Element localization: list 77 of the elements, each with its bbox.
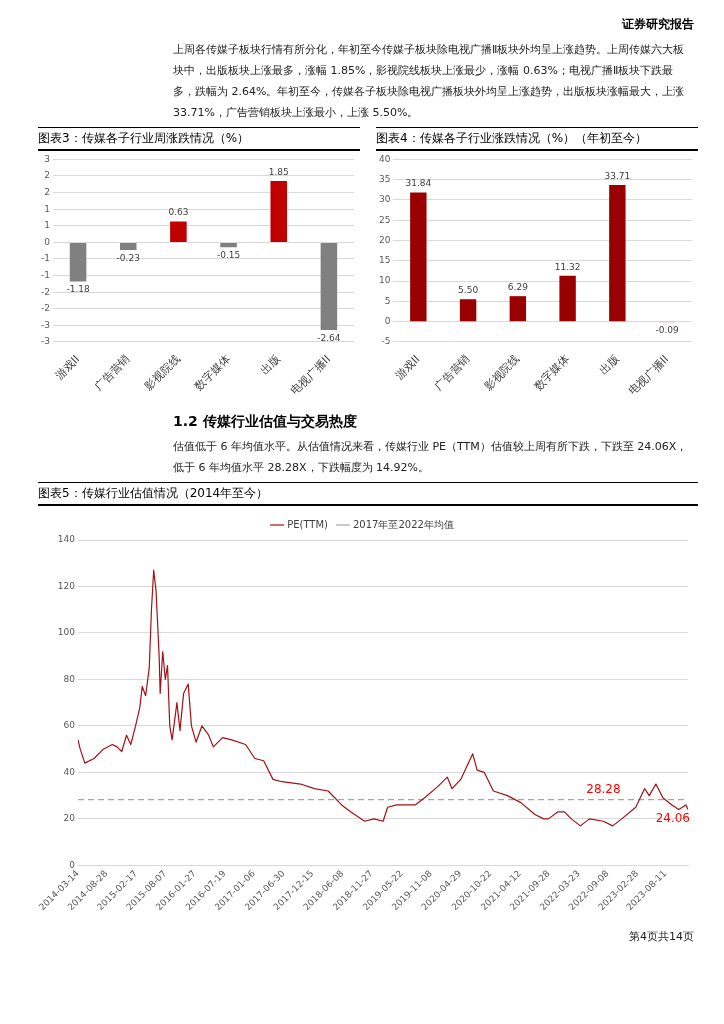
data-label: -0.09 xyxy=(655,324,680,335)
bar xyxy=(459,299,477,322)
annotation: 28.28 xyxy=(586,781,621,796)
x-tick-label: 数字媒体 xyxy=(192,352,233,393)
y-tick-label: 80 xyxy=(63,673,76,684)
y-tick-label: 20 xyxy=(379,234,391,245)
y-tick-label: 15 xyxy=(379,255,391,266)
y-tick-label: -3 xyxy=(40,319,50,330)
x-tick-label: 广告营销 xyxy=(431,352,473,393)
y-tick-label: 1 xyxy=(44,203,50,214)
chart-title: 图表3：传媒各子行业周涨跌情况（%） xyxy=(38,127,360,151)
y-tick-label: 2 xyxy=(44,170,50,181)
x-tick-label: 电视广播II xyxy=(626,352,672,398)
data-label: 0.63 xyxy=(168,207,189,218)
bar xyxy=(119,242,137,251)
y-tick-label: 1 xyxy=(44,220,50,231)
bar xyxy=(69,242,87,282)
y-tick-label: 0 xyxy=(384,316,391,327)
text: 证券研究报告 xyxy=(621,16,694,33)
y-tick-label: 25 xyxy=(379,214,391,225)
y-tick-label: 60 xyxy=(63,720,76,731)
text: 上周各传媒子板块行情有所分化，年初至今传媒子板块除电视广播Ⅱ板块外均呈上涨趋势。上周传媒六大板块中，出版板块上涨最多，涨幅 1.85%，影视院线板块上涨最少，涨幅 0.63%；电视广播Ⅱ板块下跌最多，跌幅为 2.64%。年初至今，传媒各子板块除电视广播板块外均呈上涨趋势，出版板块涨幅最大，上涨 33.71%，广告营销板块上涨最小，上涨 5.50%。 xyxy=(172,42,686,121)
bar xyxy=(320,242,338,331)
y-tick-label: -3 xyxy=(40,336,50,347)
bar xyxy=(170,221,187,242)
y-tick-label: 2 xyxy=(44,186,50,197)
data-label: -1.18 xyxy=(66,284,90,295)
annotation: 24.06 xyxy=(655,810,690,825)
y-tick-label: -2 xyxy=(40,303,50,314)
data-label: 1.85 xyxy=(268,166,289,177)
y-tick-label: -2 xyxy=(40,286,50,297)
data-label: 11.32 xyxy=(554,261,581,272)
y-tick-label: 140 xyxy=(57,534,76,545)
y-tick-label: 100 xyxy=(57,627,76,638)
y-tick-label: 10 xyxy=(379,275,391,286)
y-tick-label: 120 xyxy=(57,580,76,591)
data-label: 31.84 xyxy=(405,178,432,189)
x-tick-label: 出版 xyxy=(596,352,622,378)
bar xyxy=(609,184,626,322)
x-tick-label: 出版 xyxy=(258,352,283,378)
text: 估值低于 6 年均值水平。从估值情况来看，传媒行业 PE（TTM）估值较上周有所下跌，下跌至 24.06X，低于 6 年均值水平 28.28X，下跌幅度为 14.92%。 xyxy=(172,439,689,476)
x-tick-label: 影视院线 xyxy=(142,352,183,393)
y-tick-label: -1 xyxy=(40,253,50,264)
legend-label: PE(TTM) xyxy=(287,518,329,530)
y-tick-label: -1 xyxy=(40,269,50,280)
y-tick-label: 3 xyxy=(44,153,50,164)
legend-label: 2017年至2022年均值 xyxy=(352,518,454,530)
y-tick-label: -5 xyxy=(381,336,391,347)
bar xyxy=(410,192,427,322)
bar xyxy=(220,242,237,248)
y-tick-label: 40 xyxy=(379,153,391,164)
y-tick-label: 20 xyxy=(63,813,76,824)
x-tick-label: 影视院线 xyxy=(481,352,522,393)
y-tick-label: 30 xyxy=(379,194,391,205)
data-label: 33.71 xyxy=(604,170,631,181)
text: 第4页共14页 xyxy=(628,929,694,945)
x-tick-label: 游戏II xyxy=(393,352,423,382)
x-tick-label: 游戏II xyxy=(52,352,83,382)
text: 1.2 传媒行业估值与交易热度 xyxy=(172,412,358,431)
y-tick-label: 0 xyxy=(44,236,51,247)
data-label: -0.23 xyxy=(116,252,140,263)
y-tick-label: 0 xyxy=(69,859,76,870)
data-label: -2.64 xyxy=(317,332,341,343)
chart-title: 图表5：传媒行业估值情况（2014年至今） xyxy=(38,482,698,506)
data-label: 6.29 xyxy=(507,282,529,293)
data-label: -0.15 xyxy=(216,250,241,261)
x-tick-label: 电视广播II xyxy=(288,352,334,398)
bar xyxy=(270,180,288,242)
y-tick-label: 40 xyxy=(63,766,76,777)
y-tick-label: 35 xyxy=(379,174,391,185)
x-tick-label: 广告营销 xyxy=(92,352,133,393)
x-tick-label: 数字媒体 xyxy=(531,352,572,393)
chart-title: 图表4：传媒各子行业涨跌情况（%）（年初至今） xyxy=(376,127,698,151)
y-tick-label: 5 xyxy=(384,295,391,306)
bar xyxy=(509,296,527,322)
bar xyxy=(559,275,576,322)
data-label: 5.50 xyxy=(458,285,479,296)
